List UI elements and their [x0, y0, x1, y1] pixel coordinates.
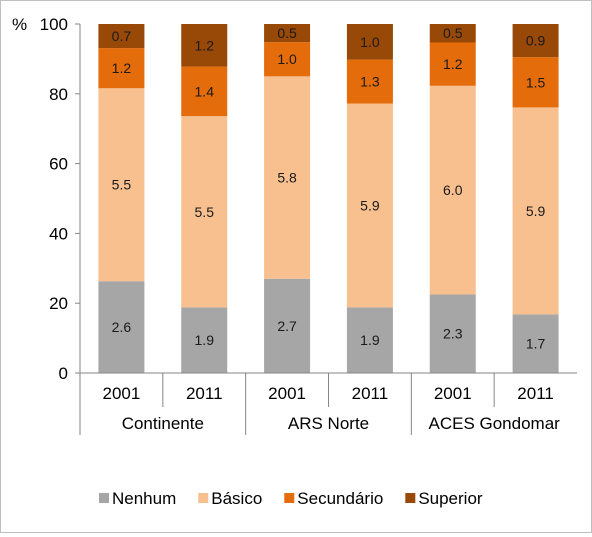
- data-label: 1.9: [360, 332, 380, 348]
- ticks-layer: 0 20 40 60 80 100: [40, 15, 495, 435]
- data-label: 1.2: [195, 37, 215, 53]
- data-label: 6.0: [443, 182, 463, 198]
- legend: Nenhum Básico Secundário Superior: [99, 489, 483, 508]
- data-label: 5.5: [195, 204, 215, 220]
- legend-swatch: [284, 493, 295, 503]
- data-label: 5.9: [360, 197, 380, 213]
- data-label: 2.6: [112, 319, 132, 335]
- x-group-label: ACES Gondomar: [428, 414, 560, 433]
- legend-label: Secundário: [297, 489, 383, 508]
- x-category-label: 2011: [352, 384, 389, 403]
- bar-nenhum-segment: [346, 307, 393, 373]
- data-label: 0.9: [526, 33, 546, 49]
- x-group-label: Continente: [122, 414, 204, 433]
- bar-superior-segment: [181, 24, 228, 67]
- data-label: 1.3: [360, 74, 380, 90]
- data-label: 1.0: [277, 51, 297, 67]
- bar-nenhum-segment: [429, 294, 476, 373]
- legend-label: Nenhum: [112, 489, 176, 508]
- data-label: 5.5: [112, 177, 132, 193]
- x-category-label: 2011: [517, 384, 554, 403]
- data-label: 0.7: [112, 28, 132, 44]
- bar-nenhum-segment: [512, 314, 559, 373]
- bar-basico-segment: [264, 76, 311, 279]
- y-tick-label: 80: [49, 85, 68, 104]
- data-label: 1.4: [195, 83, 215, 99]
- bar-superior-segment: [264, 24, 311, 43]
- bar-nenhum-segment: [181, 307, 228, 373]
- bar-secundario-segment: [429, 42, 476, 86]
- bar-basico-segment: [346, 103, 393, 308]
- legend-swatch: [99, 493, 109, 503]
- legend-swatch: [198, 493, 209, 503]
- bar-basico-segment: [181, 116, 228, 308]
- data-label: 2.3: [443, 326, 463, 342]
- bar-secundario-segment: [181, 66, 228, 117]
- data-label: 1.2: [443, 56, 463, 72]
- data-label: 0.5: [443, 25, 463, 41]
- data-label: 0.5: [277, 25, 297, 41]
- bar-superior-segment: [98, 24, 145, 49]
- bar-secundario-segment: [264, 42, 311, 77]
- bar-nenhum-segment: [264, 278, 311, 373]
- bar-basico-segment: [98, 88, 145, 282]
- y-tick-label: 40: [49, 224, 68, 243]
- y-tick-label: 20: [49, 294, 68, 313]
- bar-superior-segment: [346, 24, 393, 60]
- bar-nenhum-segment: [98, 281, 145, 373]
- data-label: 1.0: [360, 34, 380, 50]
- data-label: 5.8: [277, 170, 297, 186]
- x-category-label: 2011: [186, 384, 223, 403]
- x-category-label: 2001: [268, 384, 306, 403]
- legend-label: Superior: [418, 489, 483, 508]
- x-category-label: 2001: [434, 384, 472, 403]
- labels-layer: 2.6 5.5 1.2 0.7 1.9 5.5 1.4 1.2 2.7 5.8 1.0 0.5 1.9 5…: [103, 25, 561, 433]
- y-tick-label: 100: [40, 15, 68, 34]
- legend-label: Básico: [211, 489, 262, 508]
- data-label: 1.7: [526, 336, 546, 352]
- bar-basico-segment: [512, 107, 559, 315]
- data-label: 1.5: [526, 74, 546, 90]
- data-label: 1.9: [195, 332, 215, 348]
- data-label: 1.2: [112, 60, 132, 76]
- data-label: 5.9: [526, 203, 546, 219]
- bar-secundario-segment: [346, 59, 393, 104]
- bar-superior-segment: [512, 24, 559, 58]
- bars-layer: [98, 24, 559, 373]
- y-axis-unit-label: %: [12, 15, 27, 34]
- bar-basico-segment: [429, 85, 476, 295]
- y-tick-label: 60: [49, 155, 68, 174]
- data-label: 2.7: [277, 318, 297, 334]
- bar-superior-segment: [429, 24, 476, 43]
- x-category-label: 2001: [103, 384, 141, 403]
- x-group-label: ARS Norte: [288, 414, 369, 433]
- bar-secundario-segment: [512, 57, 559, 108]
- y-tick-label: 0: [59, 364, 68, 383]
- bar-secundario-segment: [98, 48, 145, 89]
- legend-swatch: [405, 493, 416, 503]
